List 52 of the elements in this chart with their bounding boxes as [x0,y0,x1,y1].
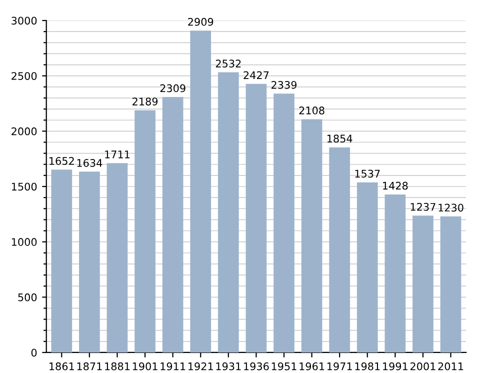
x-tick-label: 1911 [160,362,186,370]
data-label: 2339 [272,80,297,89]
bar [106,163,128,352]
data-label: 1652 [50,157,74,165]
y-tick-label: 500 [18,293,37,302]
data-label: 1537 [355,170,380,178]
bar [356,182,378,352]
bar [301,119,322,352]
data-label: 1634 [77,158,102,167]
bar [384,194,406,352]
data-label: 2909 [188,18,214,26]
bar [134,110,156,352]
data-label: 1230 [438,204,464,212]
y-tick-label: 1000 [12,238,37,246]
data-label: 1428 [383,182,408,190]
x-tick-label: 1961 [300,362,324,370]
data-label: 2108 [299,106,324,114]
y-tick-label: 0 [31,348,37,357]
x-tick-label: 1881 [105,362,130,370]
data-label: 2309 [160,84,186,92]
bar [51,170,72,352]
bar [246,84,267,352]
data-label: 1237 [410,202,436,211]
bar [79,172,100,352]
data-label: 1711 [105,150,130,158]
x-tick-label: 1871 [77,362,102,370]
bar [329,147,350,352]
x-tick-label: 1971 [327,362,352,370]
bar [190,30,212,352]
x-tick-label: 1936 [244,362,269,370]
x-tick-label: 1931 [216,362,241,370]
bar [218,72,239,352]
x-tick-label: 1901 [132,362,158,370]
y-tick-label: 2500 [12,72,37,80]
x-tick-label: 2011 [438,362,464,370]
data-label: 2427 [244,71,269,79]
x-tick-label: 2001 [410,362,436,370]
x-tick-label: 1951 [272,362,296,370]
y-tick-label: 2000 [12,127,37,136]
data-label: 2189 [132,98,158,106]
bar [412,216,434,352]
bar [274,94,294,352]
x-tick-label: 1861 [50,362,74,370]
x-tick-label: 1921 [188,362,213,370]
y-tick-label: 1500 [12,182,37,191]
y-tick-label: 3000 [12,16,37,25]
data-label: 1854 [327,134,352,143]
x-tick-label: 1981 [355,362,380,370]
bar [440,216,462,352]
bar [162,96,184,352]
x-tick-label: 1991 [383,362,408,370]
data-label: 2532 [216,60,241,68]
